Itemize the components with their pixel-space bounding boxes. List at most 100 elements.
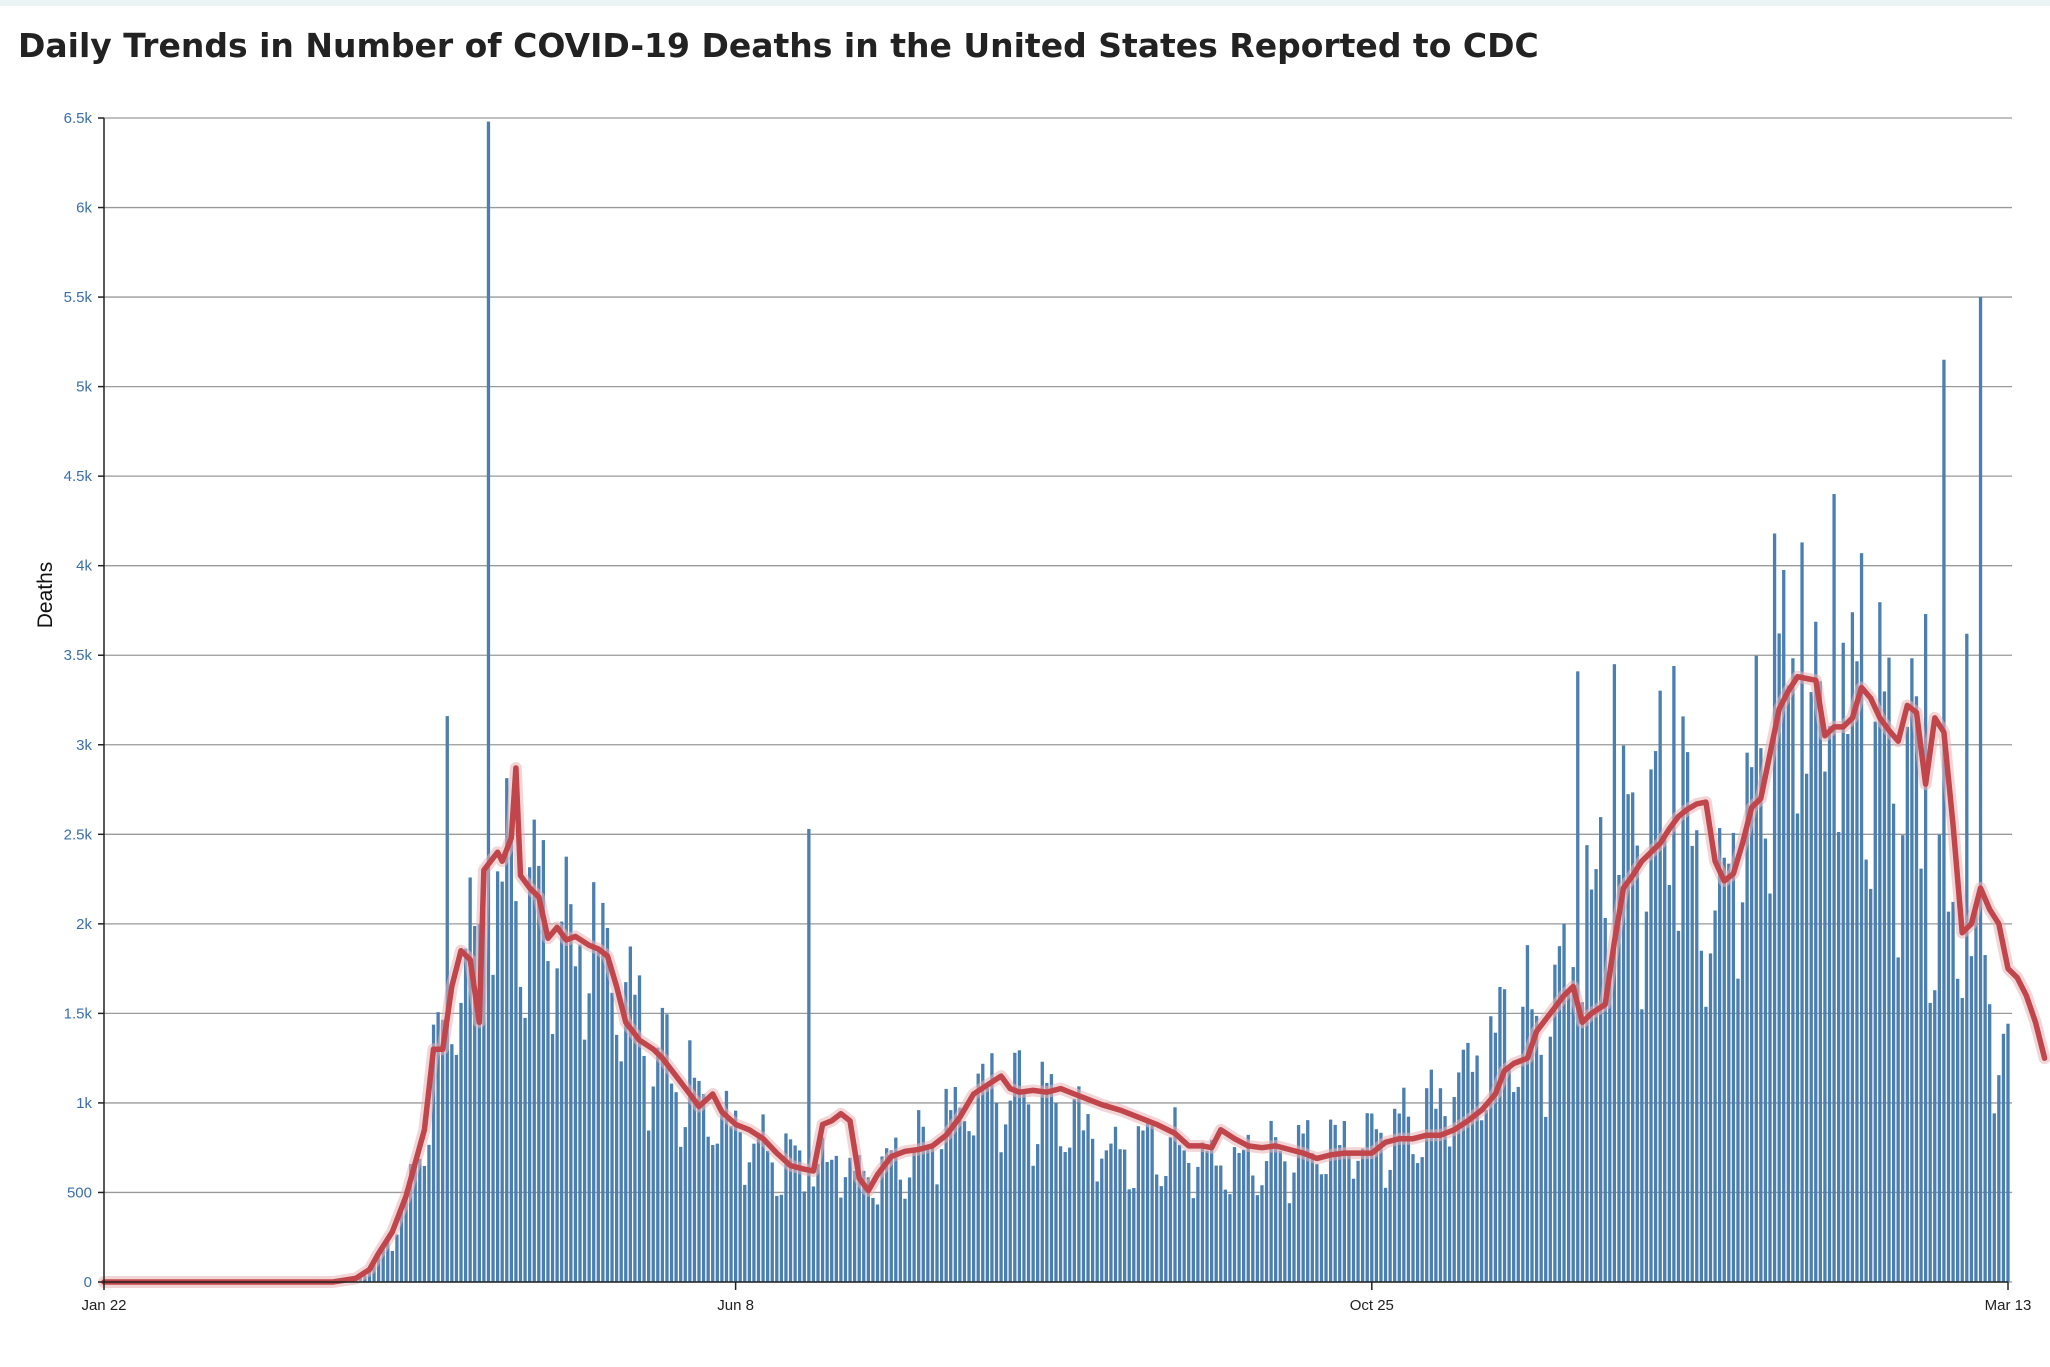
daily-death-bar	[459, 1002, 463, 1282]
daily-death-bar	[1104, 1150, 1108, 1282]
daily-death-bar	[990, 1053, 994, 1282]
daily-death-bar	[1036, 1144, 1040, 1282]
daily-death-bar	[1681, 716, 1685, 1282]
daily-death-bar	[1205, 1150, 1209, 1282]
daily-death-bar	[816, 1163, 820, 1282]
daily-death-bar	[752, 1143, 756, 1282]
daily-death-bar	[1695, 830, 1699, 1282]
y-tick-label: 2k	[76, 916, 92, 933]
daily-death-bar	[779, 1194, 784, 1282]
daily-death-bar	[825, 1161, 829, 1282]
daily-death-bar	[486, 121, 491, 1283]
daily-death-bar	[1393, 1108, 1397, 1282]
daily-death-bar	[1214, 1165, 1218, 1282]
daily-death-bar	[1530, 1009, 1534, 1282]
daily-death-bar	[1814, 621, 1818, 1282]
daily-death-bar	[1937, 834, 1941, 1282]
daily-death-bar	[1910, 658, 1914, 1282]
daily-death-bar	[1058, 1146, 1063, 1282]
daily-death-bar	[1086, 1114, 1090, 1282]
daily-death-bar	[1141, 1130, 1145, 1282]
daily-death-bar	[1397, 1113, 1401, 1282]
daily-death-bar	[596, 948, 600, 1282]
daily-death-bar	[427, 1144, 431, 1282]
daily-death-bar	[1489, 1016, 1493, 1282]
y-tick-label: 5.5k	[64, 289, 93, 306]
daily-death-bar	[747, 1162, 751, 1282]
daily-death-bar	[518, 986, 523, 1282]
daily-death-bar	[624, 982, 628, 1282]
daily-death-bars	[335, 121, 2010, 1283]
top-strip	[0, 0, 2050, 6]
daily-death-bar	[532, 819, 536, 1282]
daily-death-bar	[637, 975, 642, 1282]
daily-death-bar	[1846, 734, 1850, 1282]
daily-death-bar	[1223, 1189, 1227, 1282]
daily-death-bar	[1521, 1006, 1525, 1282]
daily-death-bar	[1644, 911, 1649, 1282]
daily-death-bar	[1571, 967, 1575, 1282]
daily-death-bar	[1081, 1130, 1086, 1282]
daily-death-bar	[1534, 1015, 1539, 1282]
daily-death-bar	[1342, 1121, 1346, 1282]
daily-death-bar	[743, 1184, 747, 1282]
daily-death-bar	[788, 1139, 793, 1282]
daily-death-bar	[550, 1034, 555, 1282]
daily-death-bar	[807, 828, 811, 1282]
daily-death-bar	[962, 1121, 967, 1282]
daily-death-bar	[1690, 845, 1694, 1282]
daily-death-bar	[669, 1083, 674, 1282]
y-tick-label: 6k	[76, 200, 92, 217]
daily-death-bar	[1850, 612, 1855, 1282]
daily-death-bar	[1658, 690, 1662, 1282]
daily-death-bar	[514, 901, 518, 1282]
daily-death-bar	[953, 1086, 957, 1282]
daily-death-bar	[1283, 1161, 1287, 1282]
daily-death-bar	[569, 904, 573, 1282]
daily-death-bar	[450, 1044, 454, 1282]
daily-death-bar	[1411, 1154, 1415, 1282]
daily-death-bar	[546, 961, 550, 1282]
daily-death-bar	[1502, 989, 1507, 1282]
daily-death-bar	[949, 1110, 953, 1282]
daily-death-bar	[441, 1019, 445, 1282]
daily-death-bar	[1859, 553, 1864, 1282]
x-tick-label: Oct 25	[1350, 1297, 1394, 1314]
daily-death-bar	[1301, 1133, 1305, 1282]
daily-death-bar	[1672, 665, 1676, 1282]
daily-death-bar	[903, 1198, 907, 1282]
daily-death-bar	[921, 1126, 925, 1282]
daily-death-bar	[1653, 751, 1658, 1282]
daily-death-bar	[1017, 1050, 1022, 1282]
daily-death-bar	[1187, 1163, 1191, 1282]
daily-death-bar	[1608, 964, 1612, 1282]
daily-death-bar	[454, 1054, 459, 1282]
daily-death-bar	[1772, 533, 1777, 1282]
daily-death-bar	[688, 1040, 692, 1282]
daily-death-bar	[1759, 748, 1763, 1282]
daily-death-bar	[1123, 1149, 1127, 1282]
daily-death-bar	[523, 1017, 527, 1282]
daily-death-bar	[935, 1184, 939, 1282]
daily-death-bar	[1901, 835, 1905, 1282]
daily-death-bar	[1365, 1113, 1369, 1282]
y-tick-label: 1k	[76, 1095, 92, 1112]
daily-death-bar	[1232, 1147, 1237, 1282]
daily-death-bar	[1946, 911, 1951, 1282]
daily-death-bar	[1718, 828, 1722, 1282]
daily-death-bar	[1699, 950, 1703, 1282]
daily-death-bar	[1370, 1113, 1374, 1282]
daily-death-bar	[1182, 1150, 1186, 1282]
daily-death-bar	[1319, 1174, 1324, 1282]
daily-death-bar	[1786, 685, 1790, 1282]
daily-death-bar	[1626, 794, 1630, 1282]
x-tick-label: Mar 13	[1985, 1297, 2032, 1314]
daily-death-bar	[1090, 1138, 1095, 1282]
daily-death-bar	[981, 1063, 985, 1282]
daily-death-bar	[1827, 726, 1832, 1282]
daily-death-bar	[1960, 997, 1964, 1282]
daily-death-bar	[1159, 1186, 1163, 1282]
daily-death-bar	[1493, 1032, 1498, 1282]
daily-death-bar	[1310, 1153, 1314, 1282]
daily-death-bar	[1722, 857, 1726, 1282]
